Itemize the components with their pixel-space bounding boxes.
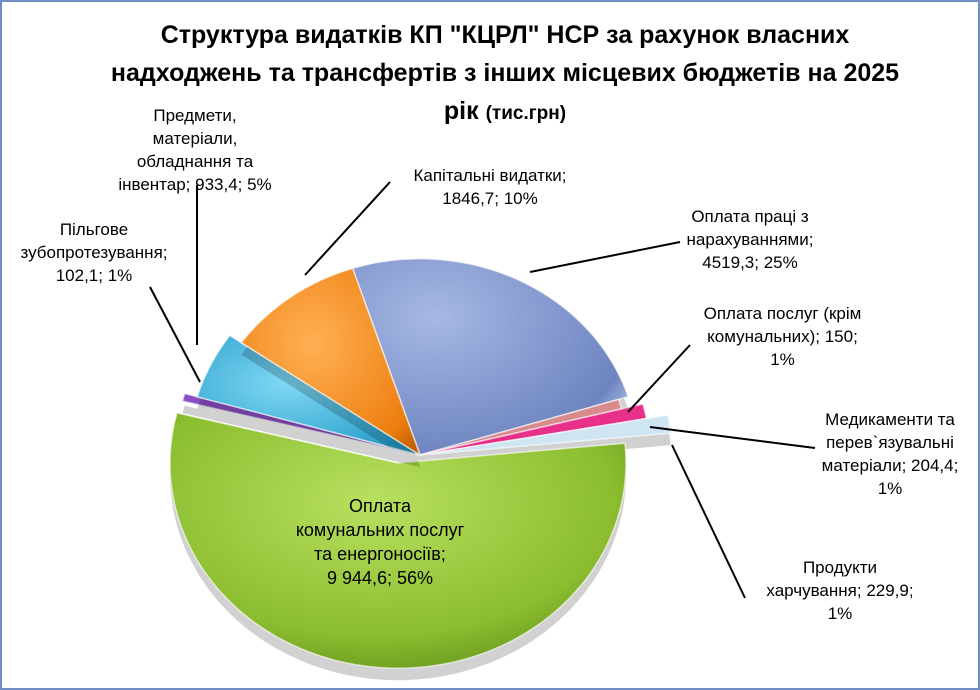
label-materials-line: обладнання та (136, 152, 254, 171)
slice-shadow-dental (182, 405, 420, 467)
label-medicines-line: 1% (877, 479, 903, 498)
label-services-line: комунальних); 150; (707, 327, 858, 346)
title-unit: (тис.грн) (485, 103, 567, 124)
label-salary-line: Оплата праці з (691, 207, 809, 226)
label-food-line: харчування; 229,9; (766, 581, 914, 600)
label-food: Продукти харчування; 229,9; 1% (745, 556, 935, 625)
label-communal: Оплата комунальних послуг та енергоносіїв;… (280, 494, 480, 590)
label-food-line: 1% (827, 604, 853, 623)
label-food-line: Продукти (802, 558, 878, 577)
label-materials: Предмети, матеріали, обладнання та інвентар… (90, 104, 300, 196)
leader-capital (304, 181, 391, 276)
title-text: Структура видатків КП "КЦРЛ" НСР за раху… (110, 21, 900, 125)
label-dental-line: зубопротезування; (20, 243, 168, 262)
label-materials-line: інвентар; 933,4; 5% (118, 175, 272, 194)
label-services: Оплата послуг (крім комунальних); 150; 1% (680, 302, 885, 371)
label-medicines-line: матеріали; 204,4; (821, 456, 959, 475)
label-materials-line: Предмети, (153, 106, 237, 125)
label-salary-line: 4519,3; 25% (702, 253, 798, 272)
label-salary-line: нарахуваннями; (686, 230, 814, 249)
label-medicines-line: Медикаменти та (825, 410, 955, 429)
label-capital-line: 1846,7; 10% (442, 189, 538, 208)
slice-communal (169, 412, 627, 669)
label-medicines: Медикаменти та перев`язувальні матеріали; … (800, 408, 980, 500)
label-salary: Оплата праці з нарахуваннями; 4519,3; 25% (650, 205, 850, 274)
leader-services (627, 344, 691, 413)
leader-medicines (649, 426, 816, 449)
slice-capital (240, 267, 422, 457)
chart-title: Структура видатків КП "КЦРЛ" НСР за раху… (110, 16, 900, 133)
label-dental-line: 102,1; 1% (55, 266, 133, 285)
label-materials-line: матеріали, (152, 129, 238, 148)
label-communal-line: 9 944,6; 56% (326, 568, 434, 588)
label-capital-line: Капітальні видатки; (413, 166, 567, 185)
label-capital: Капітальні видатки; 1846,7; 10% (390, 164, 590, 210)
label-services-line: Оплата послуг (крім (703, 304, 862, 323)
label-dental-line: Пільгове (59, 220, 129, 239)
leader-dental (149, 286, 201, 383)
label-medicines-line: перев`язувальні (826, 433, 954, 452)
slice-salary (351, 258, 630, 456)
slice-materials (196, 334, 421, 456)
slice-food (419, 414, 672, 456)
leader-food (671, 444, 746, 599)
label-communal-line: та енергоносіїв; (314, 544, 446, 564)
leader-salary (529, 241, 681, 273)
label-communal-line: Оплата (349, 496, 411, 516)
label-dental: Пільгове зубопротезування; 102,1; 1% (4, 218, 184, 287)
label-services-line: 1% (770, 350, 795, 369)
label-communal-line: комунальних послуг (295, 520, 465, 540)
